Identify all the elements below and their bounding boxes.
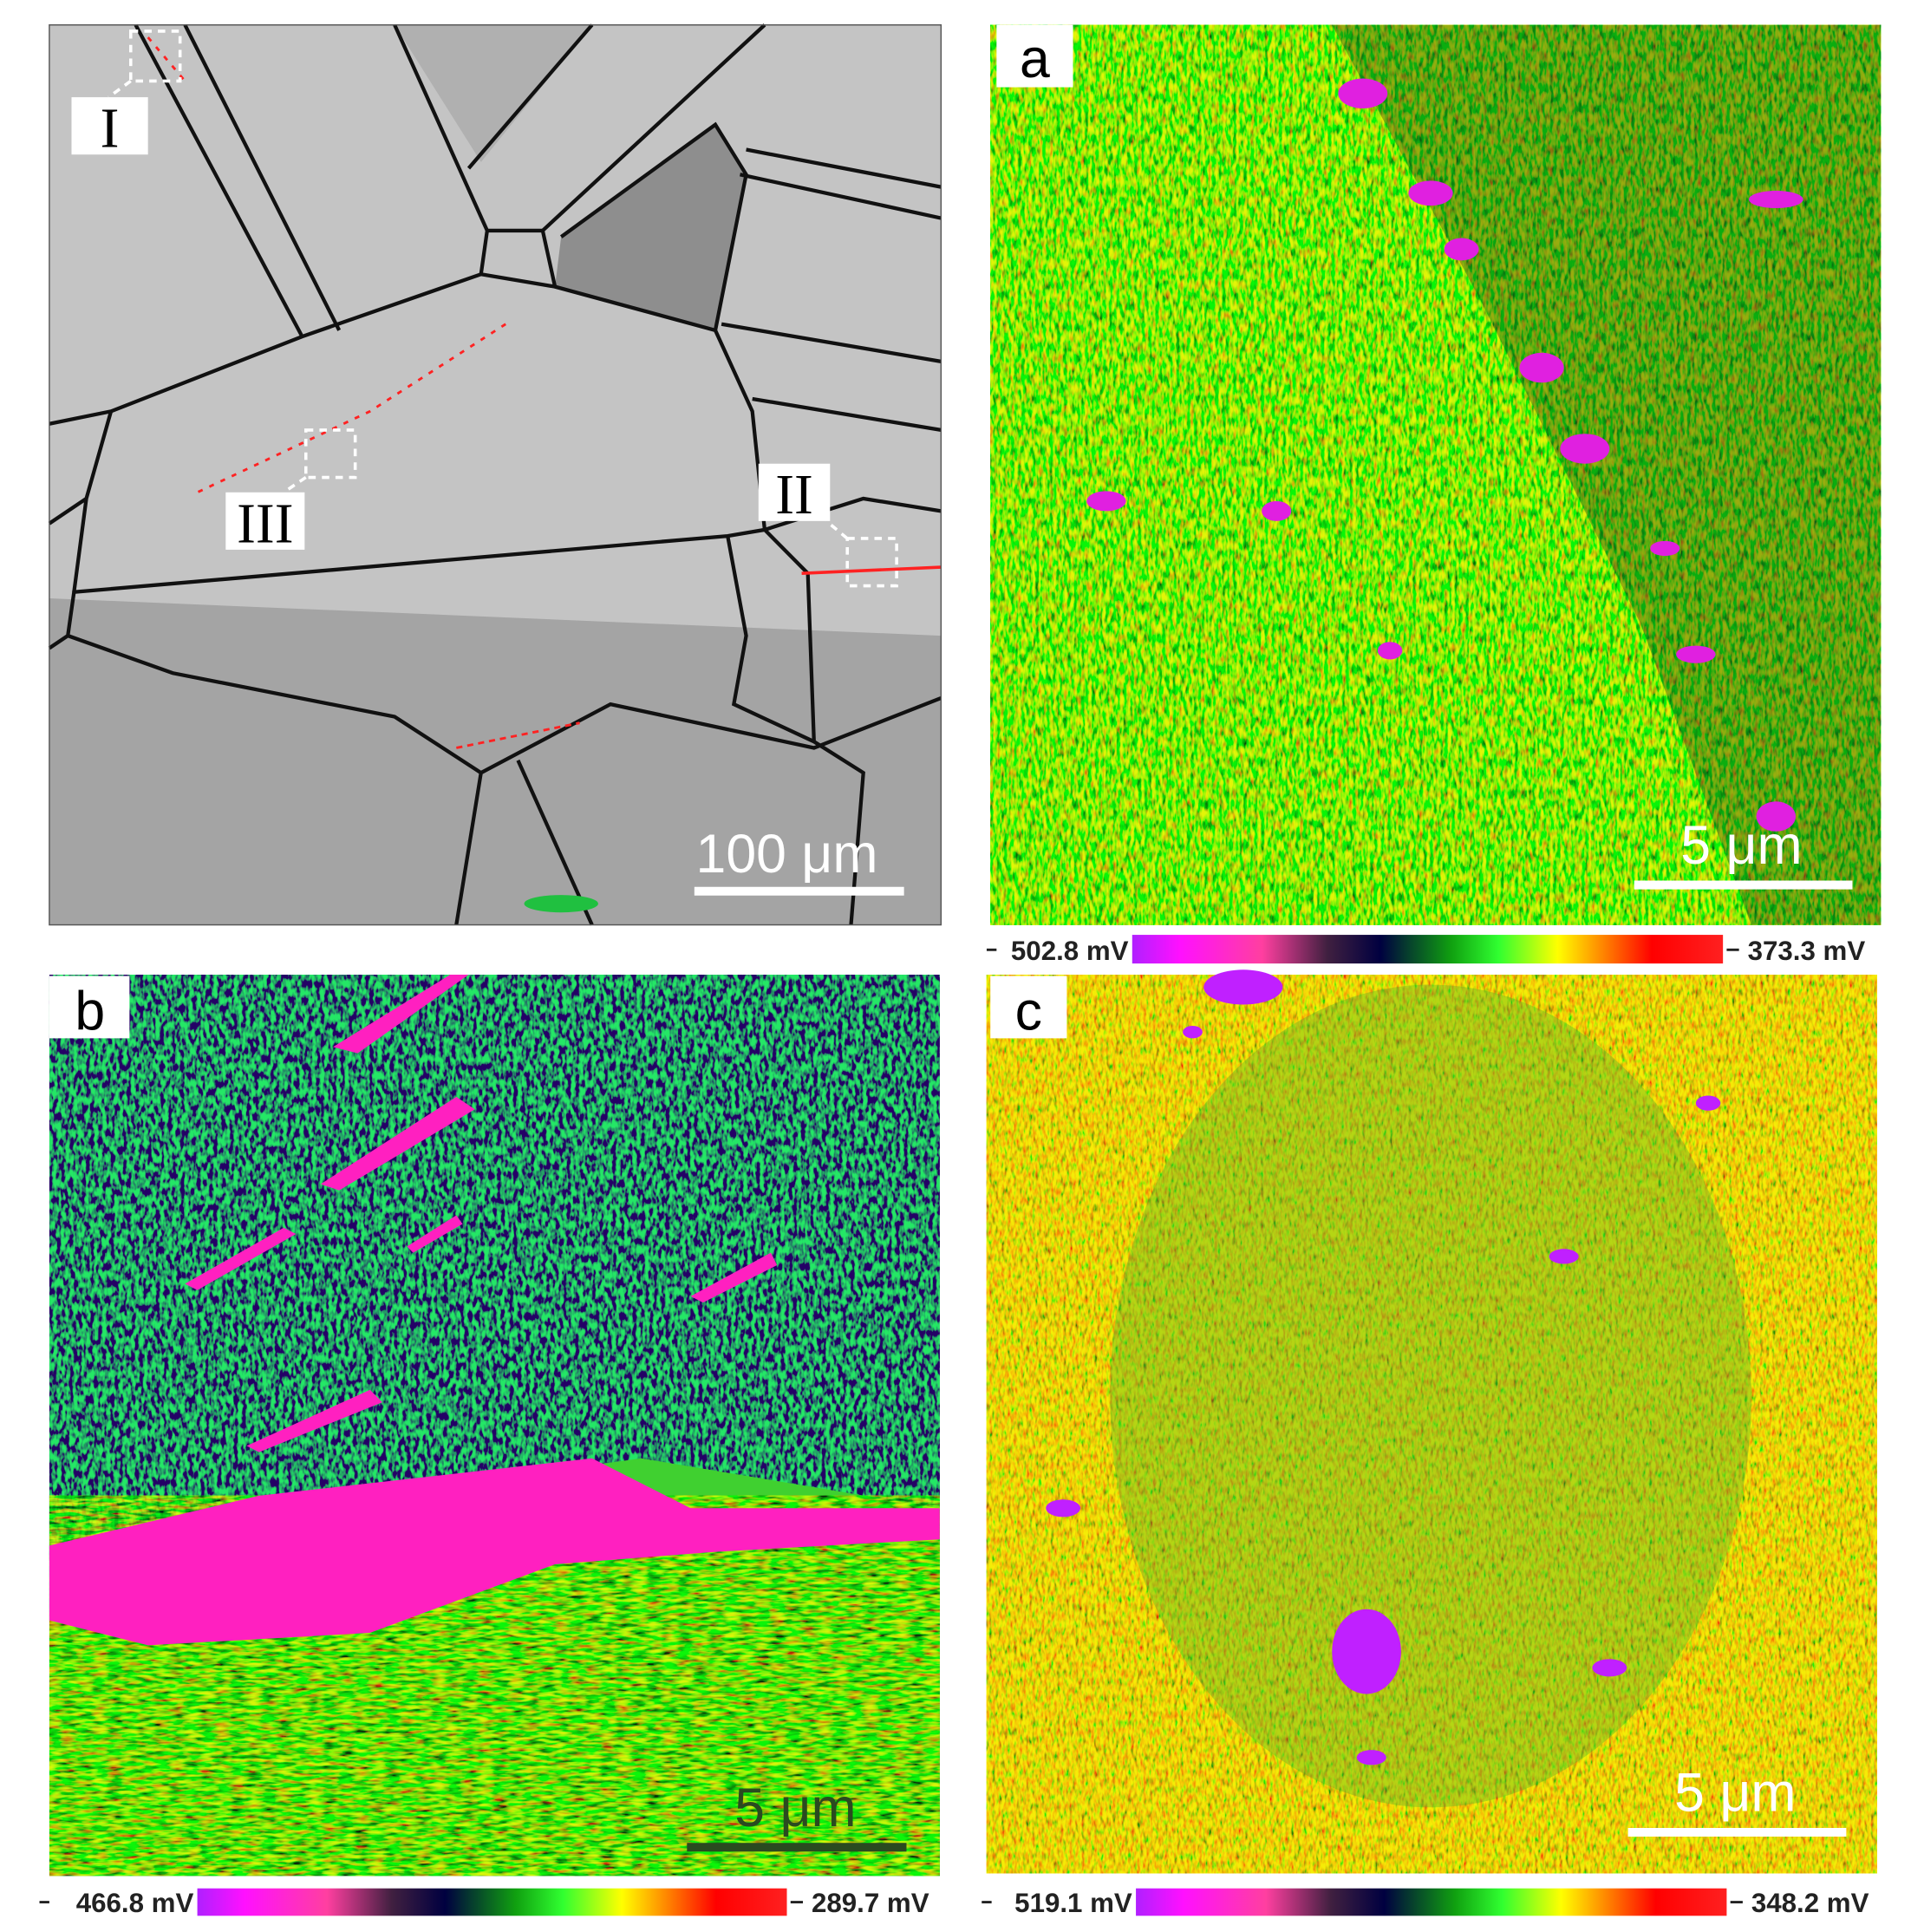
figure-shape xyxy=(225,492,305,550)
figure-shape xyxy=(1519,352,1564,383)
figure-shape xyxy=(49,23,766,426)
figure-shape xyxy=(1046,1499,1081,1518)
panel-label: c xyxy=(1015,981,1042,1041)
figure-shape xyxy=(1756,801,1797,832)
figure-shape xyxy=(1377,642,1403,660)
figure-shape xyxy=(1132,935,1724,964)
figure-shape xyxy=(555,124,747,330)
figure-shape xyxy=(407,1215,463,1253)
figure-shape xyxy=(49,1458,940,1646)
panel-label: b xyxy=(75,981,105,1041)
panel-c: c 5 μm 519.1 mV 348.2 mV xyxy=(982,969,1877,1918)
figure-shape xyxy=(801,565,942,576)
figure-shape xyxy=(134,23,558,338)
figure-shape xyxy=(1338,78,1388,109)
figure-shape xyxy=(996,24,1073,88)
figure-shape xyxy=(758,463,831,521)
figure-shape xyxy=(147,36,506,494)
colorbar xyxy=(197,1888,787,1916)
figure-shape xyxy=(524,895,598,913)
figure-shape xyxy=(1549,1249,1579,1264)
figure-shape xyxy=(303,428,357,480)
figure-shape xyxy=(71,97,148,155)
figure-shape xyxy=(49,597,942,925)
figure-shape xyxy=(108,29,898,588)
panel-a: a 5 μm 502.8 mV 373.3 mV xyxy=(986,24,1882,966)
figure-shape xyxy=(456,721,580,749)
figure-shape xyxy=(726,396,942,925)
region-label: I xyxy=(101,96,120,160)
figure-shape xyxy=(1332,1609,1401,1694)
figure-shape xyxy=(320,1096,475,1191)
figure-shape xyxy=(825,519,849,540)
panel-label: a xyxy=(1020,29,1050,89)
figure-shape xyxy=(1695,1095,1721,1111)
figure-shape xyxy=(185,1227,297,1290)
figure-shape xyxy=(1356,1750,1386,1766)
figure-shape xyxy=(1136,1888,1727,1916)
figure-shape xyxy=(185,975,778,1452)
figure-shape xyxy=(1183,1025,1203,1039)
figure-shape xyxy=(49,975,940,1561)
colorbar-min: 519.1 mV xyxy=(1014,1888,1132,1918)
scale-bar-label: 5 μm xyxy=(1680,815,1802,876)
figure-shape xyxy=(1086,78,1803,832)
figure-shape xyxy=(845,537,898,588)
figure-shape xyxy=(559,121,942,363)
ebsd-map: I II III 100 μm xyxy=(48,23,942,926)
label-box xyxy=(49,976,130,1039)
colorbar-min: 502.8 mV xyxy=(1011,936,1129,966)
figure-shape xyxy=(395,24,592,162)
region-label: III xyxy=(237,492,293,555)
scale-bar-label: 100 μm xyxy=(696,824,878,884)
figure-shape xyxy=(108,79,132,99)
figure-shape xyxy=(1592,1659,1627,1677)
figure-shape xyxy=(1110,984,1751,1808)
scale-bar-label: 5 μm xyxy=(734,1778,856,1838)
figure-shape xyxy=(1203,969,1283,1005)
figure-shape xyxy=(48,284,767,650)
figure-shape xyxy=(333,975,469,1054)
region-label: II xyxy=(775,463,813,526)
figure-shape xyxy=(1560,434,1610,464)
colorbar-max: 348.2 mV xyxy=(1751,1888,1869,1918)
figure-shape xyxy=(49,24,942,926)
figure-shape xyxy=(990,24,1882,925)
colorbar-min: 466.8 mV xyxy=(76,1888,194,1918)
figure-shape xyxy=(129,29,182,83)
figure-shape xyxy=(690,1252,778,1303)
figure-shape xyxy=(1676,645,1716,663)
figure-shape xyxy=(48,23,942,926)
figure-shape xyxy=(283,476,307,494)
figure-shape xyxy=(1262,500,1292,521)
figure-shape xyxy=(1046,969,1721,1766)
panel-b xyxy=(49,975,940,1877)
colorbar-max: 289.7 mV xyxy=(812,1888,929,1918)
scale-bar-label: 5 μm xyxy=(1674,1762,1796,1823)
figure-shape xyxy=(1444,238,1479,261)
figure-shape xyxy=(1408,180,1453,206)
figure-shape xyxy=(246,1389,382,1452)
figure-shape xyxy=(1749,190,1803,209)
figure-shape xyxy=(1086,491,1126,512)
figure-shape xyxy=(990,976,1067,1039)
colorbar-max: 373.3 mV xyxy=(1748,936,1866,966)
figure-shape xyxy=(986,975,1877,1874)
figure-shape xyxy=(1650,540,1680,557)
